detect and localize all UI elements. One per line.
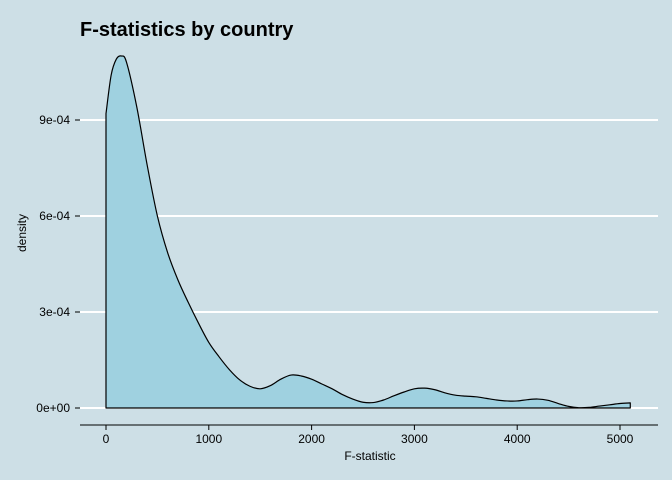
y-tick-label-0: 0e+00 [36,401,70,415]
y-tick-label-3: 9e-04 [39,113,70,127]
x-tick-label-2: 2000 [298,432,325,446]
density-layer [105,55,631,409]
y-tick-label-2: 6e-04 [39,209,70,223]
x-tick-label-1: 1000 [195,432,222,446]
x-tick-label-0: 0 [103,432,110,446]
x-axis-label: F-statistic [344,449,395,463]
x-tick-label-3: 3000 [401,432,428,446]
x-tick-label-5: 5000 [607,432,634,446]
chart-title: F-statistics by country [80,19,294,41]
x-axis: 0 1000 2000 3000 4000 5000 [80,424,658,446]
y-axis: 0e+00 3e-04 6e-04 9e-04 [36,113,80,415]
x-tick-label-4: 4000 [504,432,531,446]
y-axis-label: density [15,214,29,252]
y-tick-label-1: 3e-04 [39,305,70,319]
density-area [105,55,631,409]
